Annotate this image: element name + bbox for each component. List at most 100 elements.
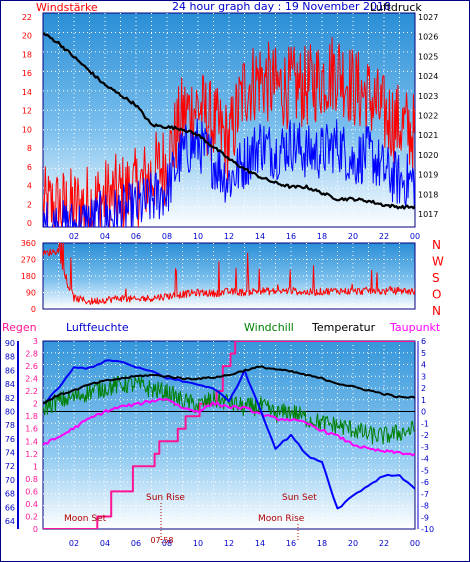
humidity-axis-tick: 70	[5, 476, 15, 485]
temperature-x-tick: 14	[255, 539, 265, 548]
rain-axis-tick: 0.6	[25, 487, 38, 496]
temperature-axis-tick: -6	[421, 478, 429, 487]
compass-label: O	[432, 288, 441, 302]
humidity-axis-tick: 76	[5, 435, 15, 444]
wind-axis-tick: 20	[22, 32, 32, 41]
wind-axis-tick: 6	[27, 163, 32, 172]
rain-axis-tick: 1.8	[25, 412, 38, 421]
temperature-x-tick: 02	[69, 539, 79, 548]
wind-x-tick: 16	[286, 232, 296, 241]
wind-axis-tick: 8	[27, 144, 32, 153]
temperature-axis-tick: -3	[421, 443, 429, 452]
humidity-axis-tick: 90	[5, 339, 15, 348]
wind-gust-line	[43, 118, 415, 227]
compass-label: S	[432, 271, 440, 285]
humidity-line	[43, 359, 415, 510]
temperature-x-tick: 00	[410, 539, 420, 548]
direction-axis-tick: 90	[26, 289, 36, 298]
temperature-axis-tick: -1	[421, 419, 429, 428]
rain-axis-tick: 2	[33, 400, 38, 409]
humidity-axis-tick: 82	[5, 394, 15, 403]
compass-label: W	[432, 255, 444, 269]
direction-axis-tick: 270	[21, 256, 36, 265]
pressure-axis-tick: 1022	[418, 112, 438, 121]
wind-x-tick: 00	[410, 232, 420, 241]
moon-rise-label: Moon Rise	[258, 514, 305, 524]
sun-set-label: Sun Set	[282, 493, 317, 503]
temperature-x-tick: 20	[348, 539, 358, 548]
rain-axis-tick: 0.2	[25, 512, 38, 521]
temperature-x-tick: 04	[100, 539, 110, 548]
pressure-line	[43, 31, 415, 210]
wind-axis-tick: 2	[27, 200, 32, 209]
rain-axis-tick: 1.4	[25, 437, 38, 446]
rain-axis-tick: 2.4	[25, 375, 38, 384]
pressure-axis-tick: 1025	[418, 52, 438, 61]
temperature-axis-tick: 0	[421, 408, 426, 417]
rain-axis-tick: 2.8	[25, 350, 38, 359]
humidity-axis-tick: 72	[5, 462, 15, 471]
humidity-label: Luftfeuchte	[66, 321, 129, 334]
temperature-x-tick: 06	[131, 539, 141, 548]
temperature-axis-tick: 4	[421, 361, 426, 370]
direction-axis-tick: 0	[31, 305, 36, 314]
compass-label: N	[432, 304, 441, 318]
wind-x-tick: 14	[255, 232, 265, 241]
temperature-axis-tick: -8	[421, 502, 429, 511]
rain-axis-tick: 2.2	[25, 387, 38, 396]
temperature-axis-tick: 2	[421, 384, 426, 393]
wind-x-tick: 22	[379, 232, 389, 241]
wind-axis-tick: 10	[22, 125, 32, 134]
temperature-axis-tick: 3	[421, 372, 426, 381]
humidity-axis-tick: 66	[5, 503, 15, 512]
temperature-axis-tick: -7	[421, 490, 429, 499]
humidity-axis-tick: 74	[5, 449, 15, 458]
chart-title: 24 hour graph day : 19 November 2018	[172, 0, 391, 13]
humidity-axis-tick: 64	[5, 517, 15, 526]
temperature-axis-tick: -2	[421, 431, 429, 440]
wind-axis-tick: 14	[22, 88, 32, 97]
wind-axis-tick: 12	[22, 107, 32, 116]
humidity-axis-tick: 68	[5, 490, 15, 499]
temperature-label: Temperatur	[311, 321, 376, 334]
humidity-axis-tick: 78	[5, 421, 15, 430]
humidity-axis-tick: 86	[5, 366, 15, 375]
temperature-axis-tick: -5	[421, 466, 429, 475]
temperature-axis-tick: -10	[421, 525, 434, 534]
rain-axis-tick: 0	[33, 525, 38, 534]
dewpoint-label: Taupunkt	[389, 321, 441, 334]
wind-direction-line	[43, 243, 415, 305]
temperature-x-tick: 08	[162, 539, 172, 548]
wind-axis-tick: 16	[22, 69, 32, 78]
temperature-x-tick: 18	[317, 539, 327, 548]
wind-x-tick: 10	[193, 232, 203, 241]
rain-axis-tick: 0.8	[25, 475, 38, 484]
moon-set-label: Moon Set	[64, 514, 107, 524]
wind-axis-tick: 22	[22, 13, 32, 22]
temperature-axis-tick: 5	[421, 349, 426, 358]
temperature-axis-tick: -4	[421, 455, 429, 464]
pressure-axis-tick: 1019	[418, 171, 438, 180]
temperature-axis-tick: 6	[421, 337, 426, 346]
wind-x-tick: 04	[100, 232, 110, 241]
wind-axis-title: Windstärke	[36, 1, 98, 14]
temperature-x-tick: 16	[286, 539, 296, 548]
rain-axis-tick: 1	[33, 462, 38, 471]
rain-axis-tick: 1.2	[25, 450, 38, 459]
wind-axis-tick: 4	[27, 182, 32, 191]
wind-x-tick: 08	[162, 232, 172, 241]
wind-x-tick: 18	[317, 232, 327, 241]
temperature-x-tick: 22	[379, 539, 389, 548]
temperature-axis-tick: 1	[421, 396, 426, 405]
rain-label: Regen	[2, 321, 37, 334]
temperature-line	[43, 365, 415, 404]
dewpoint-line	[43, 398, 415, 457]
wind-axis-tick: 18	[22, 50, 32, 59]
pressure-axis-tick: 1024	[418, 72, 438, 81]
sun-rise-time: 07:58	[150, 536, 173, 545]
humidity-axis-tick: 84	[5, 380, 15, 389]
wind-axis-tick: 0	[27, 219, 32, 228]
pressure-axis-tick: 1021	[418, 131, 438, 140]
rain-axis-tick: 1.6	[25, 425, 38, 434]
